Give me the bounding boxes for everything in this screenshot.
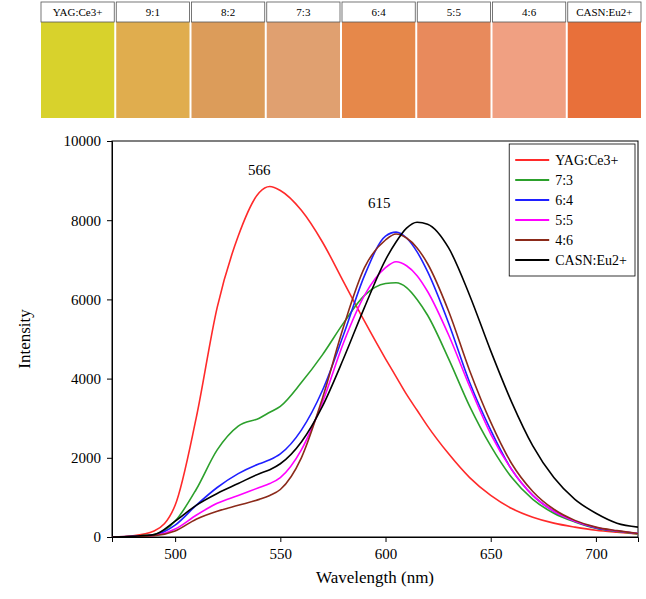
- legend-swatch: [515, 259, 549, 261]
- x-tick-mark: [175, 537, 176, 542]
- sample-swatch: [568, 22, 641, 118]
- sample-label-box: [41, 2, 114, 22]
- x-tick-mark: [280, 537, 281, 542]
- y-tick: 0: [94, 529, 113, 545]
- legend-swatch: [515, 219, 549, 221]
- legend-swatch: [515, 179, 549, 181]
- peak-annotation: 566: [248, 162, 271, 178]
- y-tick-mark: [107, 379, 112, 380]
- sample-label: CASN:Eu2+: [576, 6, 632, 18]
- legend: YAG:Ce3+ 7:3 6:4 5:5 4:6 CASN:Eu2+: [509, 144, 635, 276]
- y-tick-label: 10000: [64, 133, 102, 149]
- legend-box: [509, 144, 635, 276]
- series-line: [112, 187, 638, 537]
- sample-label: 6:4: [372, 6, 387, 18]
- sample-swatch: [116, 22, 189, 118]
- sample-label: 5:5: [447, 6, 462, 18]
- sample-swatch: [342, 22, 415, 118]
- legend-label: 7:3: [555, 173, 573, 188]
- x-tick-label: 550: [270, 546, 293, 562]
- sample-label-box: [493, 2, 566, 22]
- y-tick: 2000: [71, 450, 112, 466]
- y-tick: 6000: [71, 292, 112, 308]
- plot: 500 550 600 650 700 0 2000 4000 6000 8000 10000 566…: [64, 133, 639, 561]
- x-tick-label: 600: [375, 546, 398, 562]
- y-tick-label: 2000: [71, 450, 101, 466]
- sample-label-box: [192, 2, 265, 22]
- legend-label: CASN:Eu2+: [555, 253, 627, 268]
- x-axis-line: [113, 538, 639, 543]
- legend-swatch: [515, 239, 549, 241]
- y-tick-label: 4000: [71, 371, 101, 387]
- y-tick-label: 6000: [71, 292, 101, 308]
- y-tick: 10000: [64, 133, 113, 149]
- x-tick-mark: [386, 537, 387, 542]
- y-tick: 8000: [71, 213, 112, 229]
- x-tick-label: 500: [164, 546, 187, 562]
- y-axis-line: [107, 142, 113, 538]
- x-tick-mark: [491, 537, 492, 542]
- x-tick: 550: [270, 537, 293, 562]
- x-axis-title: Wavelength (nm): [316, 568, 434, 587]
- sample-strip: YAG:Ce3+ 9:1 8:2 7:3 6:4 5:5 4:6 CASN:Eu2+: [41, 2, 641, 118]
- legend-item: 5:5: [515, 213, 573, 228]
- sample-label-box: [568, 2, 641, 22]
- legend-label: 4:6: [555, 233, 573, 248]
- sample-label: 7:3: [296, 6, 311, 18]
- y-tick-mark: [107, 220, 112, 221]
- y-tick-mark: [107, 141, 112, 142]
- legend-item: 6:4: [515, 193, 573, 208]
- legend-swatch: [515, 159, 549, 161]
- x-tick: 500: [164, 537, 187, 562]
- series-line: [112, 283, 638, 537]
- x-tick: 650: [480, 537, 503, 562]
- sample-label-box: [417, 2, 490, 22]
- legend-swatch: [515, 199, 549, 201]
- y-tick-mark: [107, 458, 112, 459]
- series-line: [112, 262, 638, 537]
- y-axis: 0 2000 4000 6000 8000 10000: [64, 133, 113, 545]
- sample-swatch: [267, 22, 340, 118]
- figure: YAG:Ce3+ 9:1 8:2 7:3 6:4 5:5 4:6 CASN:Eu2+ 500 55…: [0, 0, 646, 599]
- legend-item: 7:3: [515, 173, 573, 188]
- x-tick-label: 650: [480, 546, 503, 562]
- x-tick: 700: [585, 537, 608, 562]
- legend-label: YAG:Ce3+: [555, 153, 618, 168]
- sample-label: 4:6: [522, 6, 537, 18]
- sample-label: 9:1: [146, 6, 160, 18]
- legend-item: YAG:Ce3+: [515, 153, 618, 168]
- legend-label: 6:4: [555, 193, 573, 208]
- x-axis: 500 550 600 650 700: [113, 537, 639, 562]
- legend-item: 4:6: [515, 233, 573, 248]
- plot-frame: [112, 141, 638, 537]
- sample-label: 8:2: [221, 6, 235, 18]
- y-tick-label: 8000: [71, 213, 101, 229]
- sample-label-box: [116, 2, 189, 22]
- sample-swatch: [417, 22, 490, 118]
- sample-label-box: [342, 2, 415, 22]
- x-tick-label: 700: [585, 546, 608, 562]
- sample-swatch: [192, 22, 265, 118]
- sample-swatch: [493, 22, 566, 118]
- series-lines: [112, 187, 638, 537]
- y-tick-mark: [107, 537, 112, 538]
- y-axis-title: Intensity: [15, 309, 34, 369]
- sample-label-box: [267, 2, 340, 22]
- peak-annotation: 615: [368, 195, 391, 211]
- legend-item: CASN:Eu2+: [515, 253, 627, 268]
- x-tick-mark: [596, 537, 597, 542]
- series-line: [112, 234, 638, 537]
- sample-swatch: [41, 22, 114, 118]
- series-line: [112, 232, 638, 537]
- x-tick: 600: [375, 537, 398, 562]
- legend-label: 5:5: [555, 213, 573, 228]
- y-tick: 4000: [71, 371, 112, 387]
- y-tick-label: 0: [94, 529, 102, 545]
- sample-label: YAG:Ce3+: [53, 6, 103, 18]
- y-tick-mark: [107, 299, 112, 300]
